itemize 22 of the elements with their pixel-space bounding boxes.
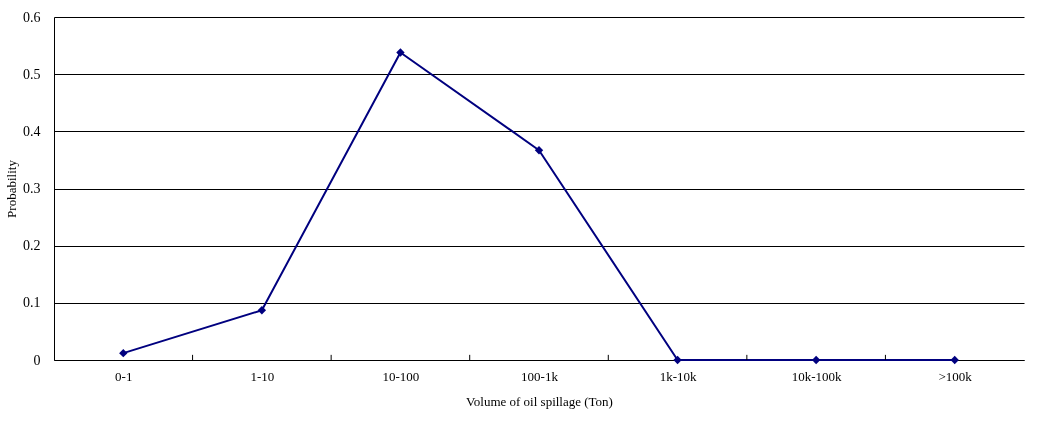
y-tick-label: 0.2 [23,238,41,254]
point [257,306,267,315]
point [534,146,544,155]
x-tick-label: 1k-10k [659,368,697,384]
y-axis-title: Probability [4,159,19,218]
x-tick-label: 1-10 [250,368,275,384]
y-tick-label: 0.6 [23,9,41,25]
point [673,355,682,365]
x-tick-label: 10k-100k [791,368,843,384]
x-tick-label: >100k [938,368,973,384]
y-tick-label: 0.5 [23,66,41,82]
x-tick-label: 100-1k [521,368,559,384]
y-tick-label: 0.3 [23,181,41,196]
y-tick-label: 0 [33,352,41,368]
point [396,48,405,57]
point [119,348,128,358]
point [950,355,959,365]
y-tick-label: 0.4 [23,123,41,139]
y-tick-label: 0.1 [23,295,41,311]
x-tick-label: 0-1 [115,368,133,384]
x-axis-title: Volume of oil spillage (Ton) [466,393,613,409]
x-tick-label: 10-100 [382,368,420,384]
